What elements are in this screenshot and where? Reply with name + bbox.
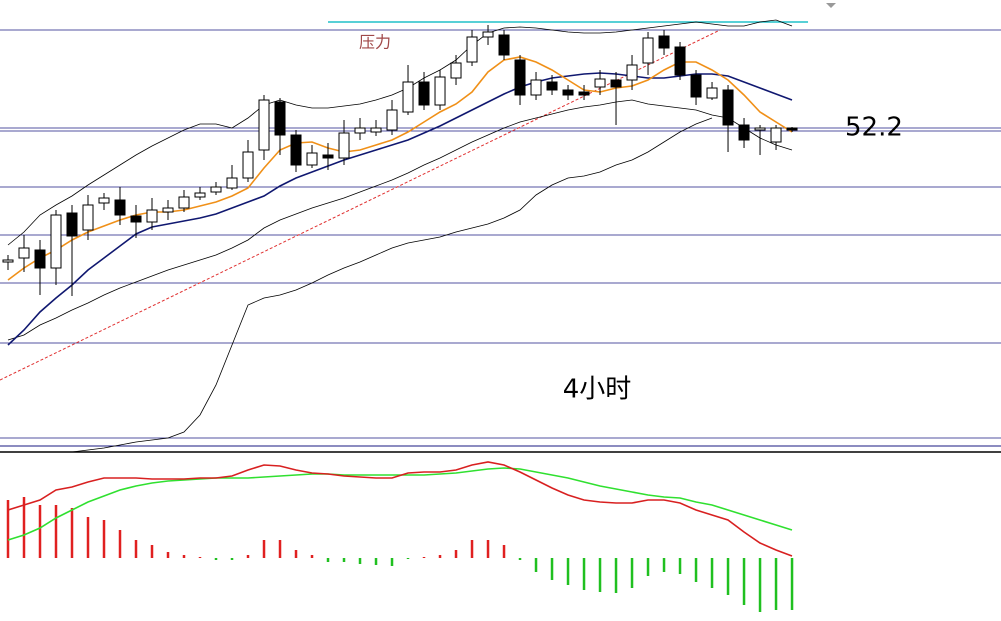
candle-body <box>130 215 142 223</box>
candle-body <box>546 81 558 91</box>
candle-body <box>562 89 574 96</box>
candle-body <box>402 81 414 113</box>
candle-body <box>338 132 350 159</box>
candle-body <box>482 31 494 38</box>
candle-body <box>162 207 174 213</box>
candle-body <box>386 109 398 131</box>
candle-body <box>34 249 46 269</box>
resistance-label: 压力 <box>359 33 391 52</box>
candle-body <box>178 196 190 209</box>
candle-body <box>642 37 654 64</box>
candle-body <box>98 197 110 204</box>
indicator-line <box>7 99 793 341</box>
candle-body <box>770 127 782 143</box>
candle-body <box>370 127 382 133</box>
price-panel: 压力 52.2 <box>0 19 1001 453</box>
candle-body <box>610 79 622 88</box>
indicator-line <box>7 72 793 346</box>
candle-body <box>242 151 254 179</box>
candle-body <box>754 127 766 131</box>
candle-body <box>146 209 158 223</box>
macd-panel <box>6 461 794 612</box>
candle-body <box>66 212 78 237</box>
candle-body <box>354 127 366 134</box>
candle-body <box>514 59 526 96</box>
candle-body <box>82 204 94 231</box>
candle-body <box>210 186 222 193</box>
candle-body <box>690 74 702 98</box>
period-label: 4小时 <box>563 375 632 405</box>
candle-body <box>466 36 478 63</box>
candle-body <box>594 78 606 88</box>
candle-body <box>322 154 334 159</box>
indicator-line <box>71 117 713 453</box>
candle-body <box>450 62 462 79</box>
candle-body <box>674 46 686 76</box>
candle-body <box>434 76 446 106</box>
candle-body <box>194 192 206 198</box>
candle-body <box>274 101 286 136</box>
candle-body <box>418 81 430 106</box>
candle-body <box>306 152 318 166</box>
price-label: 52.2 <box>845 113 903 143</box>
candle-body <box>498 34 510 56</box>
candle-body <box>114 199 126 216</box>
indicator-line <box>7 56 793 281</box>
candle-body <box>658 35 670 49</box>
candle-body <box>706 87 718 99</box>
candle-body <box>2 259 14 263</box>
candle-body <box>786 127 798 131</box>
menu-arrow <box>826 3 836 8</box>
candle-body <box>258 99 270 151</box>
candle-body <box>18 247 30 259</box>
candle-body <box>530 79 542 96</box>
indicator-line <box>7 461 793 557</box>
candle-body <box>578 91 590 96</box>
candle-body <box>290 134 302 166</box>
candle-body <box>738 124 750 141</box>
candle-body <box>722 89 734 126</box>
candle-body <box>50 214 62 269</box>
indicator-line <box>7 19 793 246</box>
candle-body <box>226 177 238 189</box>
candle-body <box>626 64 638 81</box>
